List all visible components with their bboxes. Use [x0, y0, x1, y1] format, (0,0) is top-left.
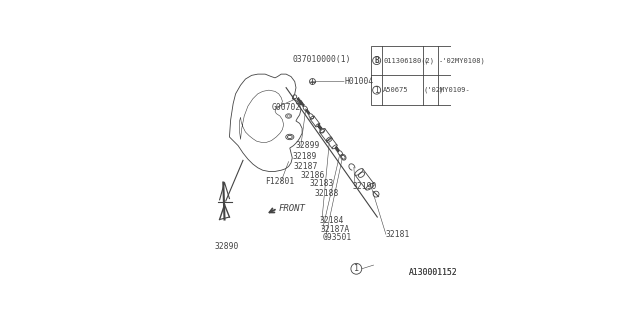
Text: F12801: F12801: [265, 177, 294, 186]
Text: H01004: H01004: [344, 77, 373, 86]
Text: 1: 1: [374, 86, 379, 95]
Text: 037010000(1): 037010000(1): [292, 55, 351, 64]
Text: ('02MY0109-: ('02MY0109-: [424, 87, 470, 93]
Text: 32187A: 32187A: [321, 225, 350, 234]
Text: G00702: G00702: [271, 103, 301, 112]
Text: 32187: 32187: [294, 162, 318, 171]
Text: 32890: 32890: [214, 242, 239, 251]
Text: 32181: 32181: [386, 230, 410, 239]
Text: B: B: [374, 56, 379, 65]
Text: G93501: G93501: [323, 234, 353, 243]
Text: 32184: 32184: [319, 216, 344, 225]
Text: (: (: [424, 57, 428, 64]
Text: 32190: 32190: [353, 182, 377, 191]
Text: -'02MY0108): -'02MY0108): [438, 57, 485, 64]
Text: FRONT: FRONT: [279, 204, 305, 213]
Text: 011306180(2): 011306180(2): [383, 57, 434, 64]
Text: A130001152: A130001152: [410, 268, 458, 277]
Text: ): ): [438, 87, 443, 93]
Text: 32899: 32899: [296, 141, 321, 150]
Text: A130001152: A130001152: [410, 268, 458, 277]
Text: 32188: 32188: [314, 189, 339, 198]
Text: 32189: 32189: [292, 152, 317, 161]
Text: 32183: 32183: [310, 179, 334, 188]
Text: A50675: A50675: [383, 87, 409, 93]
Text: 1: 1: [354, 264, 359, 273]
Text: 32186: 32186: [301, 171, 325, 180]
Bar: [371, 46, 474, 105]
